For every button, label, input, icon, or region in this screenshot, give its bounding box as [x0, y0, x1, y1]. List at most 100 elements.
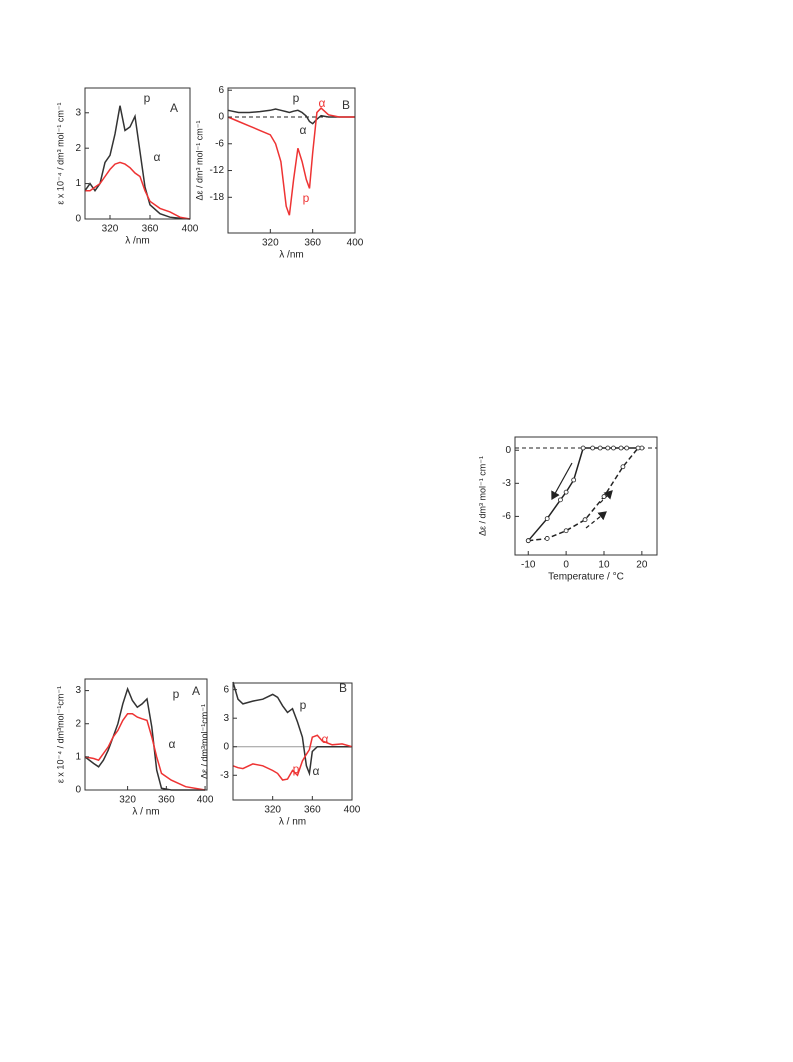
data-point — [601, 494, 607, 499]
data-point — [544, 516, 550, 522]
y-tick-label: 6 — [223, 684, 229, 695]
y-tick-label: 3 — [75, 685, 81, 696]
annotation: α — [319, 96, 326, 110]
y-tick-label: -3 — [220, 770, 229, 781]
y-tick-label: -6 — [215, 138, 224, 149]
data-point — [544, 536, 550, 541]
plot-frame — [227, 87, 356, 234]
data-point — [563, 528, 569, 534]
x-axis-label: λ /nm — [279, 250, 303, 261]
y-axis-label: ε x 10⁻⁴ / dm³mol⁻¹cm⁻¹ — [55, 686, 65, 783]
y-tick-label: 3 — [223, 713, 229, 724]
series-line — [84, 713, 206, 791]
x-tick-label: 320 — [102, 224, 119, 235]
x-axis-label: λ /nm — [125, 236, 149, 247]
chart: 320 360 400 0 1 2 3 λ / nm ε x 10⁻⁴ / dm³mol⁻¹cm… — [55, 678, 214, 818]
cooling-arrow — [551, 462, 573, 501]
x-tick-label: 400 — [197, 795, 214, 806]
series-line — [527, 447, 642, 542]
annotation: p — [293, 762, 300, 776]
y-tick-label: 1 — [75, 752, 81, 763]
chart: 320 360 400 0 1 2 3 λ /nm ε x 10⁻⁴ / dm³ mol⁻¹ c… — [55, 87, 199, 247]
x-axis-label: Temperature / °C — [548, 572, 624, 583]
y-tick-label: 0 — [75, 214, 81, 225]
y-tick-label: 6 — [218, 85, 224, 96]
x-tick-label: 320 — [262, 238, 279, 249]
y-tick-label: 1 — [75, 178, 81, 189]
annotation: α — [322, 732, 329, 746]
x-tick-label: 360 — [142, 224, 159, 235]
annotation: α — [313, 764, 320, 778]
plot-frame — [514, 436, 658, 556]
annotation: α — [154, 150, 161, 164]
x-tick-label: 400 — [344, 805, 361, 816]
y-tick-label: 0 — [505, 445, 511, 456]
data-point — [563, 489, 569, 495]
data-point — [624, 445, 630, 451]
y-tick-label: 2 — [75, 718, 81, 729]
data-point — [580, 445, 586, 451]
plot-frame — [84, 87, 191, 220]
data-point — [582, 517, 588, 523]
data-point — [558, 497, 563, 503]
y-tick-label: -3 — [502, 478, 511, 489]
annotation: α — [300, 123, 307, 137]
annotation: p — [303, 191, 310, 205]
y-tick-label: 2 — [75, 143, 81, 154]
y-tick-label: 3 — [75, 107, 81, 118]
y-tick-label: -18 — [210, 192, 225, 203]
data-point — [635, 445, 641, 451]
data-point — [571, 477, 577, 483]
plot-frame — [232, 682, 353, 801]
series-line — [528, 447, 639, 542]
annotation: A — [170, 101, 178, 115]
y-tick-label: -6 — [502, 511, 511, 522]
x-axis-label: λ / nm — [132, 807, 159, 818]
annotation: p — [300, 698, 307, 712]
data-point — [611, 445, 616, 451]
series-line — [84, 686, 206, 791]
x-tick-label: 400 — [182, 224, 199, 235]
chart: 320 360 400 6 0 -6 -12 -18 λ /nm Δε / dm³ mol⁻¹ c… — [194, 85, 363, 261]
annotation: B — [342, 98, 350, 112]
x-tick-label: 360 — [304, 805, 321, 816]
x-tick-label: 320 — [119, 795, 136, 806]
y-axis-label: Δε / dm³mol⁻¹cm⁻¹ — [199, 704, 209, 779]
y-axis-label: Δε / dm³ mol⁻¹ cm⁻¹ — [194, 120, 204, 200]
y-axis-label: Δε / dm³ mol⁻¹ cm⁻¹ — [477, 456, 487, 536]
x-tick-label: -10 — [521, 560, 536, 571]
series-line — [232, 681, 352, 777]
annotation: p — [144, 91, 151, 105]
y-axis-label: ε x 10⁻⁴ / dm³ mol⁻¹ cm⁻¹ — [55, 102, 65, 204]
annotation: B — [339, 681, 347, 695]
annotation: A — [192, 684, 200, 698]
series-line — [232, 734, 353, 781]
series-line — [227, 108, 355, 125]
y-tick-label: 0 — [218, 112, 224, 123]
series-line — [85, 161, 191, 220]
x-tick-label: 360 — [304, 238, 321, 249]
heating-arrow — [585, 511, 607, 529]
y-tick-label: 0 — [223, 741, 229, 752]
plot-frame — [84, 678, 208, 791]
x-tick-label: 400 — [347, 238, 364, 249]
series-line — [84, 105, 191, 220]
data-point — [620, 464, 626, 470]
x-tick-label: 20 — [636, 560, 648, 571]
annotation: p — [173, 687, 180, 701]
x-tick-label: 10 — [598, 560, 610, 571]
series-line — [227, 107, 355, 216]
data-point — [597, 445, 603, 451]
y-tick-label: -12 — [210, 165, 225, 176]
data-point — [590, 445, 596, 451]
x-tick-label: 0 — [563, 560, 569, 571]
chart: -10 0 10 20 0 -3 -6 Temperature / °C Δε / dm³ mo… — [477, 436, 658, 583]
data-point — [605, 445, 611, 451]
x-axis-label: λ / nm — [279, 817, 306, 828]
annotation: p — [293, 91, 300, 105]
x-tick-label: 320 — [264, 805, 281, 816]
x-tick-label: 360 — [158, 795, 175, 806]
